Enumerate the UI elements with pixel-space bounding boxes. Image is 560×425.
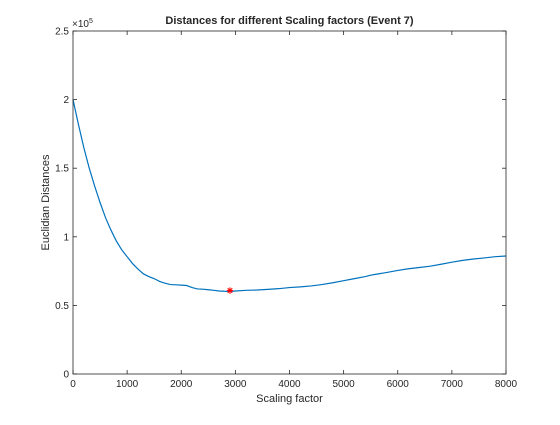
x-tick-label: 1000 (116, 379, 139, 390)
x-tick-label: 5000 (333, 379, 356, 390)
y-axis-exponent: ×105 (72, 18, 93, 30)
y-tick-label: 1.5 (55, 164, 69, 175)
series-line (72, 99, 507, 293)
axes-box (72, 30, 507, 375)
x-tick-label: 0 (70, 379, 76, 390)
x-tick-label: 3000 (224, 379, 247, 390)
y-tick-label: 2.5 (55, 27, 69, 38)
y-tick-label: 2 (63, 95, 69, 106)
y-tick-label: 1 (63, 232, 69, 243)
x-tick-label: 4000 (278, 379, 301, 390)
x-tick-label: 6000 (387, 379, 410, 390)
plot-area (73, 31, 506, 374)
y-tick-label: 0 (63, 370, 69, 381)
minimum-marker (226, 287, 234, 294)
y-axis-exponent-base: ×10 (72, 19, 89, 30)
x-axis-label: Scaling factor (256, 393, 323, 405)
y-axis-label: Euclidian Distances (40, 154, 52, 250)
marker-stroke (227, 287, 233, 294)
y-axis-exponent-power: 5 (89, 18, 93, 25)
chart-title: Distances for different Scaling factors … (165, 15, 414, 27)
y-tick-label: 0.5 (55, 301, 69, 312)
x-tick-label: 8000 (495, 379, 518, 390)
x-tick-label: 2000 (170, 379, 193, 390)
x-tick-label: 7000 (441, 379, 464, 390)
